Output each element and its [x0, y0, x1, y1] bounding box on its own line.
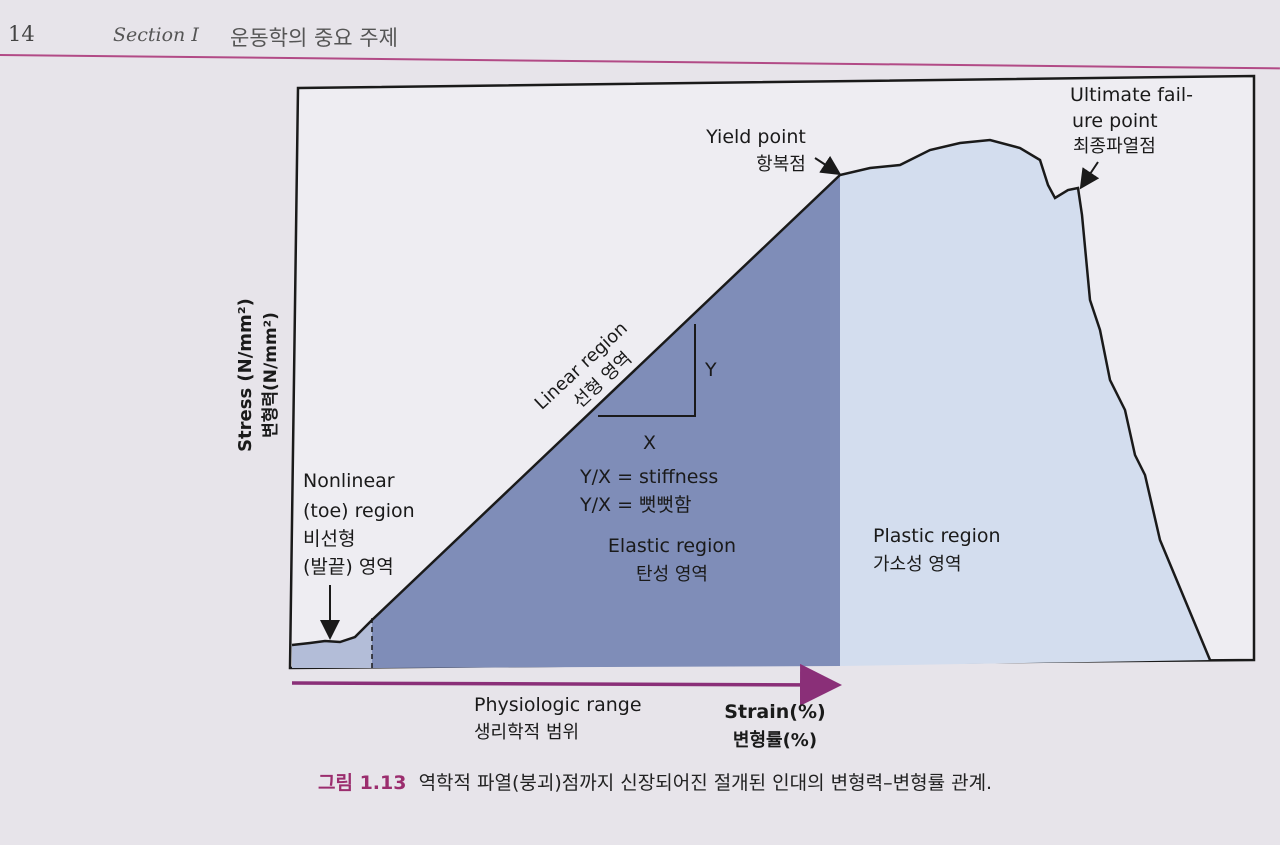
toe-region-label-4: (발끝) 영역: [303, 556, 394, 578]
caption-text: 역학적 파열(붕괴)점까지 신장되어진 절개된 인대의 변형력–변형률 관계.: [418, 772, 993, 794]
page-number: 14: [8, 22, 35, 46]
stress-strain-curve: [291, 138, 1212, 661]
yield-arrow: [814, 155, 842, 176]
toe-region-label-2: (toe) region: [303, 500, 415, 522]
elastic-region-label-en: Elastic region: [608, 535, 736, 557]
yield-point-label-en: Yield point: [705, 126, 806, 148]
toe-region-label-3: 비선형: [303, 528, 355, 550]
plastic-region-label-en: Plastic region: [873, 525, 1001, 547]
toe-region-fill: [292, 620, 372, 668]
stiffness-label-ko: Y/X = 뻣뻣함: [579, 494, 691, 516]
slope-y-label: Y: [704, 359, 717, 381]
y-axis-label-ko: 변형력(N/mm²): [260, 312, 281, 438]
figure-caption: 그림 1.13 역학적 파열(붕괴)점까지 신장되어진 절개된 인대의 변형력–…: [318, 768, 992, 795]
physiologic-range-label-en: Physiologic range: [474, 694, 642, 716]
yield-point-label-ko: 항복점: [756, 154, 806, 175]
x-axis-label-ko: 변형률(%): [733, 730, 817, 751]
elastic-region-fill: [372, 175, 840, 668]
slope-triangle: [598, 324, 696, 417]
x-axis-label-en: Strain(%): [724, 701, 825, 723]
failure-point-label-3: 최종파열점: [1073, 136, 1156, 157]
physiologic-range-arrow: [291, 663, 842, 706]
plastic-region-label-ko: 가소성 영역: [873, 554, 962, 575]
failure-point-label-2: ure point: [1072, 110, 1158, 132]
physiologic-range-label-ko: 생리학적 범위: [474, 722, 579, 743]
stiffness-label-en: Y/X = stiffness: [579, 466, 718, 488]
toe-region-label-1: Nonlinear: [303, 470, 395, 492]
slope-x-label: X: [643, 432, 656, 454]
section-label: Section I: [113, 24, 199, 46]
figure-number: 그림 1.13: [318, 772, 407, 794]
elastic-region-label-ko: 탄성 영역: [636, 564, 708, 585]
plastic-region-fill: [840, 140, 1210, 666]
y-axis-label-en: Stress (N/mm²): [235, 298, 256, 452]
section-title: 운동학의 중요 주제: [230, 26, 398, 50]
failure-arrow: [1079, 161, 1100, 190]
failure-point-label-1: Ultimate fail-: [1070, 84, 1193, 106]
